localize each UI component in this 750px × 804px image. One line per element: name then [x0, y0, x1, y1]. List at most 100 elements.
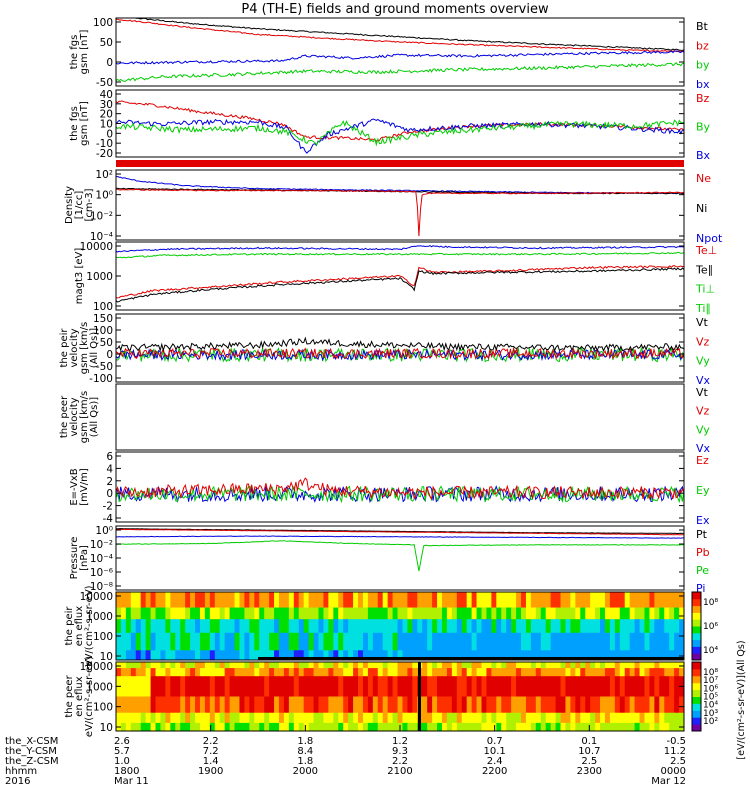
heatmap-cell	[614, 662, 621, 669]
heatmap-cell	[654, 712, 660, 724]
x-tick-label: 2300	[577, 766, 602, 777]
heatmap-cell	[308, 696, 315, 714]
heatmap-cell	[155, 650, 162, 660]
heatmap-cell	[353, 607, 359, 620]
heatmap-cell	[234, 668, 241, 677]
heatmap-cell	[595, 607, 601, 620]
heatmap-cell	[199, 619, 206, 634]
heatmap-cell	[392, 676, 399, 698]
y-axis-label: the peir velocity gsm [km/s (All Qs)]	[59, 322, 100, 375]
heatmap-cell	[293, 668, 300, 677]
heatmap-cell	[590, 662, 596, 669]
series-lines	[116, 477, 684, 504]
heatmap-cell	[190, 722, 196, 731]
heatmap-cell	[669, 676, 675, 698]
heatmap-cell	[466, 668, 473, 677]
heatmap-cell	[565, 619, 571, 634]
heatmap-cell	[120, 662, 127, 669]
x-row-label: 2016	[5, 776, 30, 787]
heatmap-cell	[219, 592, 226, 609]
heatmap-cell	[229, 722, 236, 731]
heatmap-cell	[639, 650, 646, 660]
heatmap-cell	[219, 662, 226, 669]
heatmap-cell	[362, 607, 369, 620]
heatmap-cell	[654, 619, 660, 634]
heatmap-cell	[195, 696, 201, 714]
heatmap-cell	[199, 696, 206, 714]
heatmap-cell	[456, 668, 463, 677]
colorbar-tick-label: 10⁵	[703, 693, 718, 703]
heatmap-cell	[219, 619, 226, 634]
colorbar-tick-label: 10⁶	[703, 684, 718, 694]
heatmap-cell	[229, 662, 236, 669]
heatmap-cell	[466, 722, 473, 731]
colorbar-swatch	[692, 632, 701, 641]
heatmap-cell	[674, 650, 680, 660]
heatmap-cell	[412, 592, 418, 609]
heatmap-cell	[214, 668, 221, 677]
heatmap-cell	[560, 662, 567, 669]
heatmap-cell	[209, 619, 216, 634]
heatmap-cell	[358, 676, 364, 698]
series-line-2	[116, 251, 684, 259]
heatmap-cell	[679, 607, 684, 620]
heatmap-cell	[209, 650, 216, 660]
heatmap-cell	[649, 632, 655, 651]
heatmap-cell	[511, 722, 517, 731]
heatmap-cell	[649, 650, 655, 660]
heatmap-cell	[160, 662, 166, 669]
heatmap-cell	[125, 632, 132, 651]
heatmap-cell	[555, 662, 562, 669]
heatmap-cell	[185, 650, 191, 660]
heatmap-cell	[506, 632, 512, 651]
heatmap-cell	[575, 592, 581, 609]
heatmap-cell	[427, 632, 433, 651]
heatmap-cell	[674, 712, 680, 724]
heatmap-cell	[511, 668, 517, 677]
heatmap-cell	[471, 676, 478, 698]
heatmap-cell	[333, 668, 339, 677]
y-tick-label: 10⁻⁴	[90, 231, 113, 243]
colorbar-tick-label: 10²	[703, 717, 718, 727]
y-axis-label-line: gsm [nT]	[79, 30, 90, 75]
heatmap-cell	[471, 722, 478, 731]
heatmap-cell	[664, 662, 670, 669]
heatmap-cell	[575, 632, 581, 651]
heatmap-cell	[402, 592, 409, 609]
heatmap-cell	[204, 650, 211, 660]
heatmap-cell	[555, 722, 562, 731]
heatmap-cell	[441, 722, 448, 731]
legend-entry: Bt	[696, 20, 709, 33]
colorbar-tick-label: 10⁷	[703, 676, 718, 686]
heatmap-cell	[565, 712, 571, 724]
colorbar: 10⁸ 10⁶ 10⁴	[691, 591, 718, 661]
y-axis-label: Density [1/cc] [cm-3]	[64, 186, 95, 224]
heatmap-cell	[521, 696, 527, 714]
heatmap-cell	[525, 676, 532, 698]
heatmap-cell	[239, 632, 246, 651]
heatmap-cell	[570, 592, 576, 609]
heatmap-cell	[195, 676, 201, 698]
heatmap-cell	[540, 668, 547, 677]
heatmap-cell	[437, 676, 443, 698]
heatmap-cell	[362, 668, 369, 677]
heatmap-cell	[466, 592, 473, 609]
heatmap-cell	[491, 632, 497, 651]
x-tick-label: 1.2	[392, 736, 408, 747]
heatmap-cell	[135, 607, 142, 620]
heatmap-cell	[338, 662, 344, 669]
heatmap-cell	[160, 696, 166, 714]
heatmap-cell	[629, 632, 636, 651]
heatmap-cell	[614, 650, 621, 660]
heatmap-cell	[239, 676, 246, 698]
heatmap-cell	[639, 619, 646, 634]
heatmap-cell	[604, 592, 611, 609]
y-axis-label-line: (All Qs)]	[89, 397, 100, 437]
heatmap-cell	[372, 722, 379, 731]
heatmap-cell	[644, 668, 651, 677]
heatmap-cell	[629, 619, 636, 634]
heatmap-cell	[254, 676, 260, 698]
heatmap-cell	[234, 619, 241, 634]
heatmap-cell	[135, 592, 142, 609]
heatmap-cell	[432, 662, 438, 669]
